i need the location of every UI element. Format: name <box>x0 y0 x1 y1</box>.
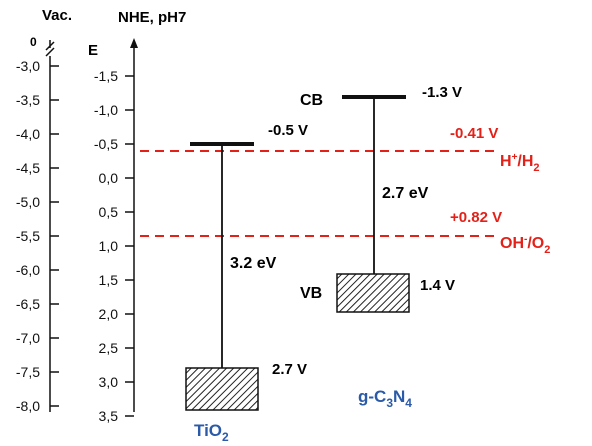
o-potential-label: +0.82 V <box>450 209 502 226</box>
o-couple-label: OH-/O2 <box>500 234 550 256</box>
nhe-tick-label: 0,5 <box>99 204 119 220</box>
vacuum-axis-ticks: -3,0 -3,5 -4,0 -4,5 -5,0 -5,5 -6,0 -6,5 -7,0 -7,5… <box>16 58 59 414</box>
reference-lines: -0.41 V H+/H2 +0.82 V OH-/O2 <box>140 125 550 256</box>
nhe-tick-label: -1,5 <box>94 68 118 84</box>
tio2-vb-value: 2.7 V <box>272 361 307 378</box>
vacuum-tick-label: -5,0 <box>16 194 40 210</box>
nhe-tick-label: 0,0 <box>99 170 119 186</box>
nhe-tick-label: 3,0 <box>99 374 119 390</box>
nhe-axis-letter: E <box>88 42 98 59</box>
vacuum-tick-label: -6,0 <box>16 262 40 278</box>
vacuum-tick-label: -3,5 <box>16 92 40 108</box>
nhe-axis-ticks: -1,5 -1,0 -0,5 0,0 0,5 1,0 1,5 2,0 2,5 3,0 3,5 <box>94 68 134 424</box>
h-potential-label: -0.41 V <box>450 125 498 142</box>
vacuum-tick-label: -6,5 <box>16 296 40 312</box>
h-couple-label: H+/H2 <box>500 152 540 174</box>
gc3n4-vb-label: VB <box>300 285 322 302</box>
tio2-valence-band <box>185 367 259 411</box>
gc3n4-name: g-C3N4 <box>358 387 412 410</box>
vacuum-tick-label: -7,5 <box>16 364 40 380</box>
vacuum-tick-label: -7,0 <box>16 330 40 346</box>
nhe-tick-label: -1,0 <box>94 102 118 118</box>
gc3n4-cb-value: -1.3 V <box>422 84 462 101</box>
tio2-cb-value: -0.5 V <box>268 122 308 139</box>
nhe-tick-label: 1,0 <box>99 238 119 254</box>
gc3n4-bands: CB -1.3 V 2.7 eV VB 1.4 V g-C3N4 <box>300 84 462 410</box>
vacuum-axis-title: Vac. <box>42 7 72 24</box>
nhe-axis-arrow-icon <box>130 38 138 48</box>
nhe-axis-title: NHE, pH7 <box>118 9 186 26</box>
vacuum-tick-label: -3,0 <box>16 58 40 74</box>
vacuum-zero-label: 0 <box>30 35 37 49</box>
vacuum-tick-label: -5,5 <box>16 228 40 244</box>
gc3n4-gap-label: 2.7 eV <box>382 185 429 202</box>
tio2-name: TiO2 <box>194 421 229 444</box>
vacuum-tick-label: -4,5 <box>16 160 40 176</box>
nhe-tick-label: 2,5 <box>99 340 119 356</box>
gc3n4-valence-band <box>336 273 410 313</box>
tio2-gap-label: 3.2 eV <box>230 255 277 272</box>
nhe-tick-label: 3,5 <box>99 408 119 424</box>
nhe-tick-label: 1,5 <box>99 272 119 288</box>
nhe-axis: NHE, pH7 E -1,5 -1,0 -0,5 0,0 0,5 1,0 1,5 2,0 2,… <box>88 9 186 424</box>
gc3n4-cb-label: CB <box>300 92 323 109</box>
nhe-tick-label: -0,5 <box>94 136 118 152</box>
tio2-bands: -0.5 V 3.2 eV 2.7 V TiO2 <box>185 122 308 444</box>
vacuum-tick-label: -8,0 <box>16 398 40 414</box>
gc3n4-vb-value: 1.4 V <box>420 277 455 294</box>
nhe-tick-label: 2,0 <box>99 306 119 322</box>
vacuum-axis: Vac. 0 -3,0-3,5-4,0-4,5-5,0-5,5-6,0-6,5-… <box>16 7 72 414</box>
vacuum-tick-label: -4,0 <box>16 126 40 142</box>
